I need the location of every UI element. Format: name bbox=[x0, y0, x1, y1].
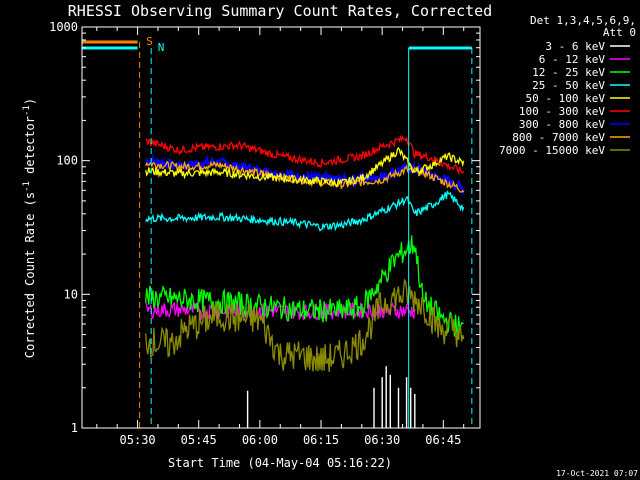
chart-title: RHESSI Observing Summary Count Rates, Co… bbox=[68, 2, 492, 20]
legend-header-line-1: Det 1,3,4,5,6,9, bbox=[530, 14, 636, 27]
x-tick-label: 06:45 bbox=[425, 433, 461, 447]
x-tick-label: 06:30 bbox=[364, 433, 400, 447]
legend-entry-label: 100 - 300 keV bbox=[519, 105, 605, 118]
legend-entry-label: 800 - 7000 keV bbox=[512, 131, 605, 144]
plot-frame bbox=[81, 26, 481, 429]
x-tick-label: 05:30 bbox=[120, 433, 156, 447]
legend-entry-label: 6 - 12 keV bbox=[539, 53, 606, 66]
x-tick-label: 06:00 bbox=[242, 433, 278, 447]
legend-entry-label: 50 - 100 keV bbox=[526, 92, 606, 105]
x-axis-label: Start Time (04-May-04 05:16:22) bbox=[168, 456, 392, 470]
series-line-50-to-100keV bbox=[145, 147, 465, 189]
footer-timestamp: 17-Oct-2021 07:07 bbox=[556, 469, 638, 478]
legend-entry-label: 7000 - 15000 keV bbox=[499, 144, 605, 157]
series-line-100-to-300keV bbox=[145, 135, 465, 175]
y-tick-label: 1000 bbox=[49, 20, 78, 34]
series-line-25-to-50keV bbox=[145, 190, 465, 232]
y-axis-label: Corrected Count Rate (s-1 detector-1) bbox=[22, 98, 37, 358]
legend-entry-label: 300 - 800 keV bbox=[519, 118, 605, 131]
x-tick-label: 06:15 bbox=[303, 433, 339, 447]
annotation-s: S bbox=[146, 35, 153, 48]
x-tick-label: 05:45 bbox=[181, 433, 217, 447]
legend-entry-label: 12 - 25 keV bbox=[532, 66, 605, 79]
legend-entry-label: 25 - 50 keV bbox=[532, 79, 605, 92]
y-tick-label: 10 bbox=[64, 287, 78, 301]
y-tick-label: 1 bbox=[71, 421, 78, 435]
legend-entry-label: 3 - 6 keV bbox=[545, 40, 605, 53]
legend-header-line-2: Att 0 bbox=[603, 26, 636, 39]
annotation-n: N bbox=[158, 41, 165, 54]
series-line-7000-to-15000keV bbox=[145, 278, 465, 373]
y-tick-label: 100 bbox=[56, 154, 78, 168]
plot-area: S N 05:30 05:45 06:00 06:15 06:30 06:45 1 10 100 10… bbox=[49, 20, 481, 447]
series-line-12-to-25keV bbox=[145, 235, 464, 337]
